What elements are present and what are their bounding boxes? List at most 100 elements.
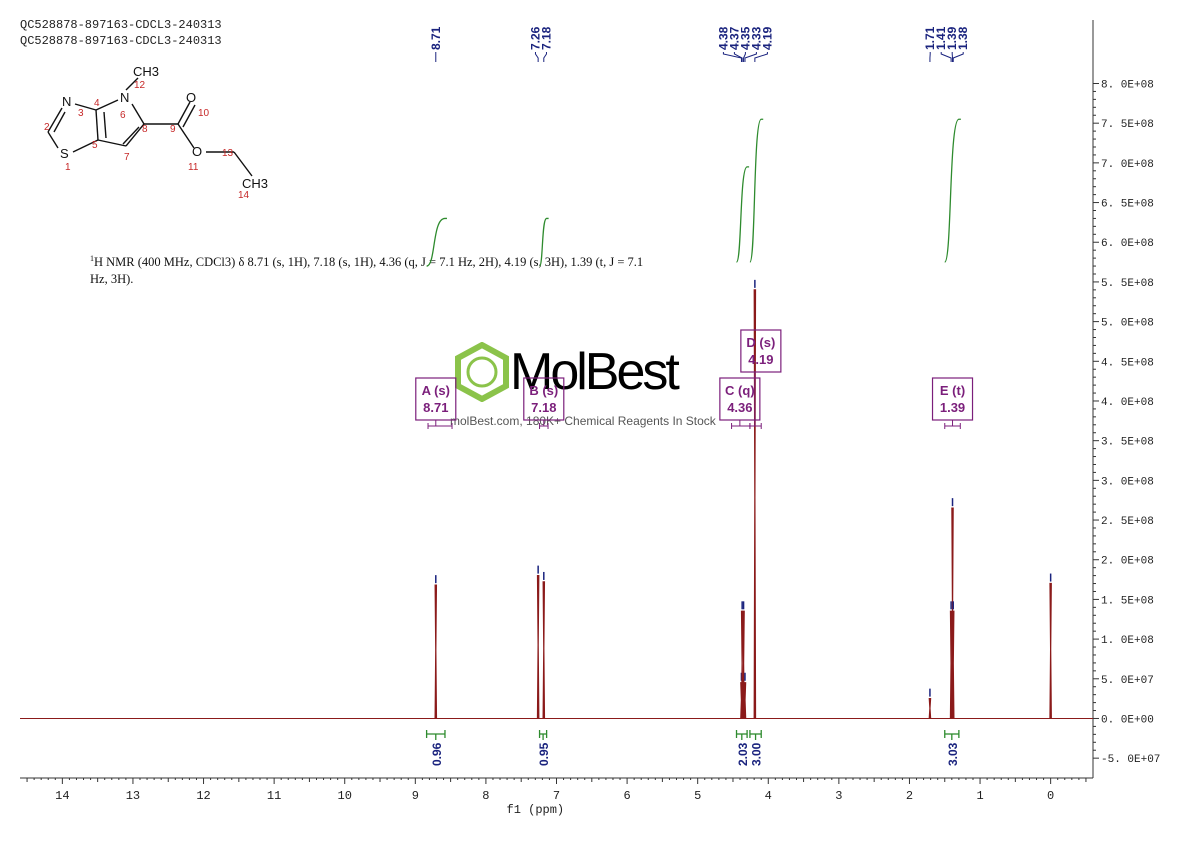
atom-number-10: 10	[198, 108, 210, 119]
atom-number-1: 1	[65, 162, 71, 173]
y-tick-label: 7. 0E+08	[1101, 159, 1154, 171]
atom-number-8: 8	[142, 124, 148, 135]
peak-label-connector	[722, 52, 742, 62]
x-axis-label: f1 (ppm)	[507, 803, 565, 817]
atom-number-13: 13	[222, 148, 234, 159]
nucleus-superscript: 1	[90, 254, 94, 263]
y-tick-label: 2. 0E+08	[1101, 556, 1154, 568]
peak-labels-group: 8.71 7.267.18 4.384.374.354.334.19 1.711.41…	[429, 26, 970, 62]
y-tick-label: 6. 5E+08	[1101, 199, 1154, 211]
x-tick-label: 10	[338, 789, 352, 803]
x-tick-label: 6	[623, 789, 630, 803]
integral-curve	[538, 217, 549, 267]
atom-n-thiazole: N	[62, 94, 71, 109]
peak-label-connector	[744, 52, 757, 62]
x-tick-label: 13	[126, 789, 140, 803]
multiplet-label: A (s)	[422, 383, 450, 398]
atom-ch3-methyl: CH3	[133, 64, 159, 79]
atom-number-2: 2	[44, 122, 50, 133]
spectrum-peak	[536, 574, 540, 719]
integral-curve	[735, 166, 750, 263]
y-tick-label: 0. 0E+00	[1101, 714, 1154, 726]
peak-label-connector	[733, 52, 743, 62]
x-tick-label: 5	[694, 789, 701, 803]
integral-curve	[749, 118, 764, 263]
y-tick-label: 5. 0E+07	[1101, 675, 1154, 687]
peak-label-connector	[754, 52, 768, 62]
integral-curve	[944, 118, 961, 263]
multiplet-shift: 4.19	[748, 352, 773, 367]
nmr-description: 1H NMR (400 MHz, CDCl3) δ 8.71 (s, 1H), …	[90, 250, 650, 288]
nmr-description-text: H NMR (400 MHz, CDCl3) δ 8.71 (s, 1H), 7…	[90, 255, 644, 287]
hexagon-logo-icon	[455, 342, 509, 402]
y-tick-label: 7. 5E+08	[1101, 119, 1154, 131]
peak-label-connector	[743, 52, 746, 62]
watermark-tagline: molBest.com, 180K+ Chemical Reagents In …	[450, 414, 716, 428]
spectrum-peak	[542, 581, 546, 719]
y-tick-label: 3. 5E+08	[1101, 437, 1154, 449]
x-tick-label: 0	[1047, 789, 1054, 803]
x-tick-label: 3	[835, 789, 842, 803]
atom-number-7: 7	[124, 152, 130, 163]
spectrum-peak	[949, 610, 953, 719]
y-tick-label: 3. 0E+08	[1101, 476, 1154, 488]
multiplet-shift: 4.36	[727, 400, 752, 415]
peak-shift-label: 1.41	[934, 26, 948, 50]
peak-shift-label: 1.71	[923, 26, 937, 50]
peak-shift-label: 8.71	[429, 26, 443, 50]
integral-value: 3.03	[946, 742, 960, 766]
x-tick-label: 12	[196, 789, 210, 803]
atom-s: S	[60, 146, 69, 161]
y-tick-label: 6. 0E+08	[1101, 238, 1154, 250]
y-tick-label: 8. 0E+08	[1101, 79, 1154, 91]
sample-id-line-2: QC528878-897163-CDCL3-240313	[20, 34, 222, 48]
spectrum-peak	[951, 610, 955, 719]
x-tick-label: 4	[765, 789, 772, 803]
peak-shift-label: 4.35	[738, 26, 752, 50]
multiplet-shift: 8.71	[423, 400, 448, 415]
peak-label-connector	[940, 52, 952, 62]
y-tick-label: 2. 5E+08	[1101, 516, 1154, 528]
multiplet-boxes-group: A (s) 8.71 B (s) 7.18 C (q) 4.36 D (s) 4.19 E (t…	[415, 329, 974, 429]
atom-number-4: 4	[94, 98, 100, 109]
y-tick-label: 5. 0E+08	[1101, 318, 1154, 330]
spectrum-peak	[740, 610, 744, 719]
peak-shift-label: 4.19	[760, 26, 774, 50]
y-tick-label: 1. 0E+08	[1101, 635, 1154, 647]
atom-o-carbonyl: O	[186, 90, 196, 105]
atom-number-12: 12	[134, 80, 146, 91]
peak-shift-label: 1.39	[945, 26, 959, 50]
peak-shift-label: 4.38	[716, 26, 730, 50]
peak-shift-label: 4.33	[749, 26, 763, 50]
chemical-structure: N N S O O CH3 CH3 1 2 3 4 5 6 7 8 9 10 1…	[44, 64, 268, 201]
x-tick-label: 7	[553, 789, 560, 803]
peak-shift-label: 7.26	[528, 26, 542, 50]
atom-n-pyrrole: N	[120, 90, 129, 105]
atom-number-6: 6	[120, 110, 126, 121]
watermark-logo-text: MolBest	[510, 343, 680, 401]
peak-shift-label: 4.37	[727, 26, 741, 50]
integral-value: 0.96	[430, 742, 444, 766]
spectrum-group	[20, 279, 1093, 719]
atom-number-3: 3	[78, 108, 84, 119]
spectrum-peak	[743, 682, 747, 719]
integral-value: 3.00	[750, 742, 764, 766]
spectrum-peak	[1049, 582, 1052, 719]
y-tick-label: -5. 0E+07	[1101, 754, 1160, 766]
multiplet-shift: 1.39	[940, 400, 965, 415]
multiplet-shift: 7.18	[531, 400, 556, 415]
atom-number-14: 14	[238, 190, 250, 201]
integral-value: 0.95	[537, 742, 551, 766]
x-tick-label: 8	[482, 789, 489, 803]
atom-o-ester: O	[192, 144, 202, 159]
peak-label-connector	[543, 52, 547, 62]
y-tick-label: 4. 5E+08	[1101, 357, 1154, 369]
x-tick-label: 14	[55, 789, 69, 803]
atom-ch3-ethyl: CH3	[242, 176, 268, 191]
watermark: MolBest molBest.com, 180K+ Chemical Reag…	[450, 338, 772, 438]
y-tick-label: 5. 5E+08	[1101, 278, 1154, 290]
y-tick-label: 4. 0E+08	[1101, 397, 1154, 409]
multiplet-box	[740, 329, 782, 373]
